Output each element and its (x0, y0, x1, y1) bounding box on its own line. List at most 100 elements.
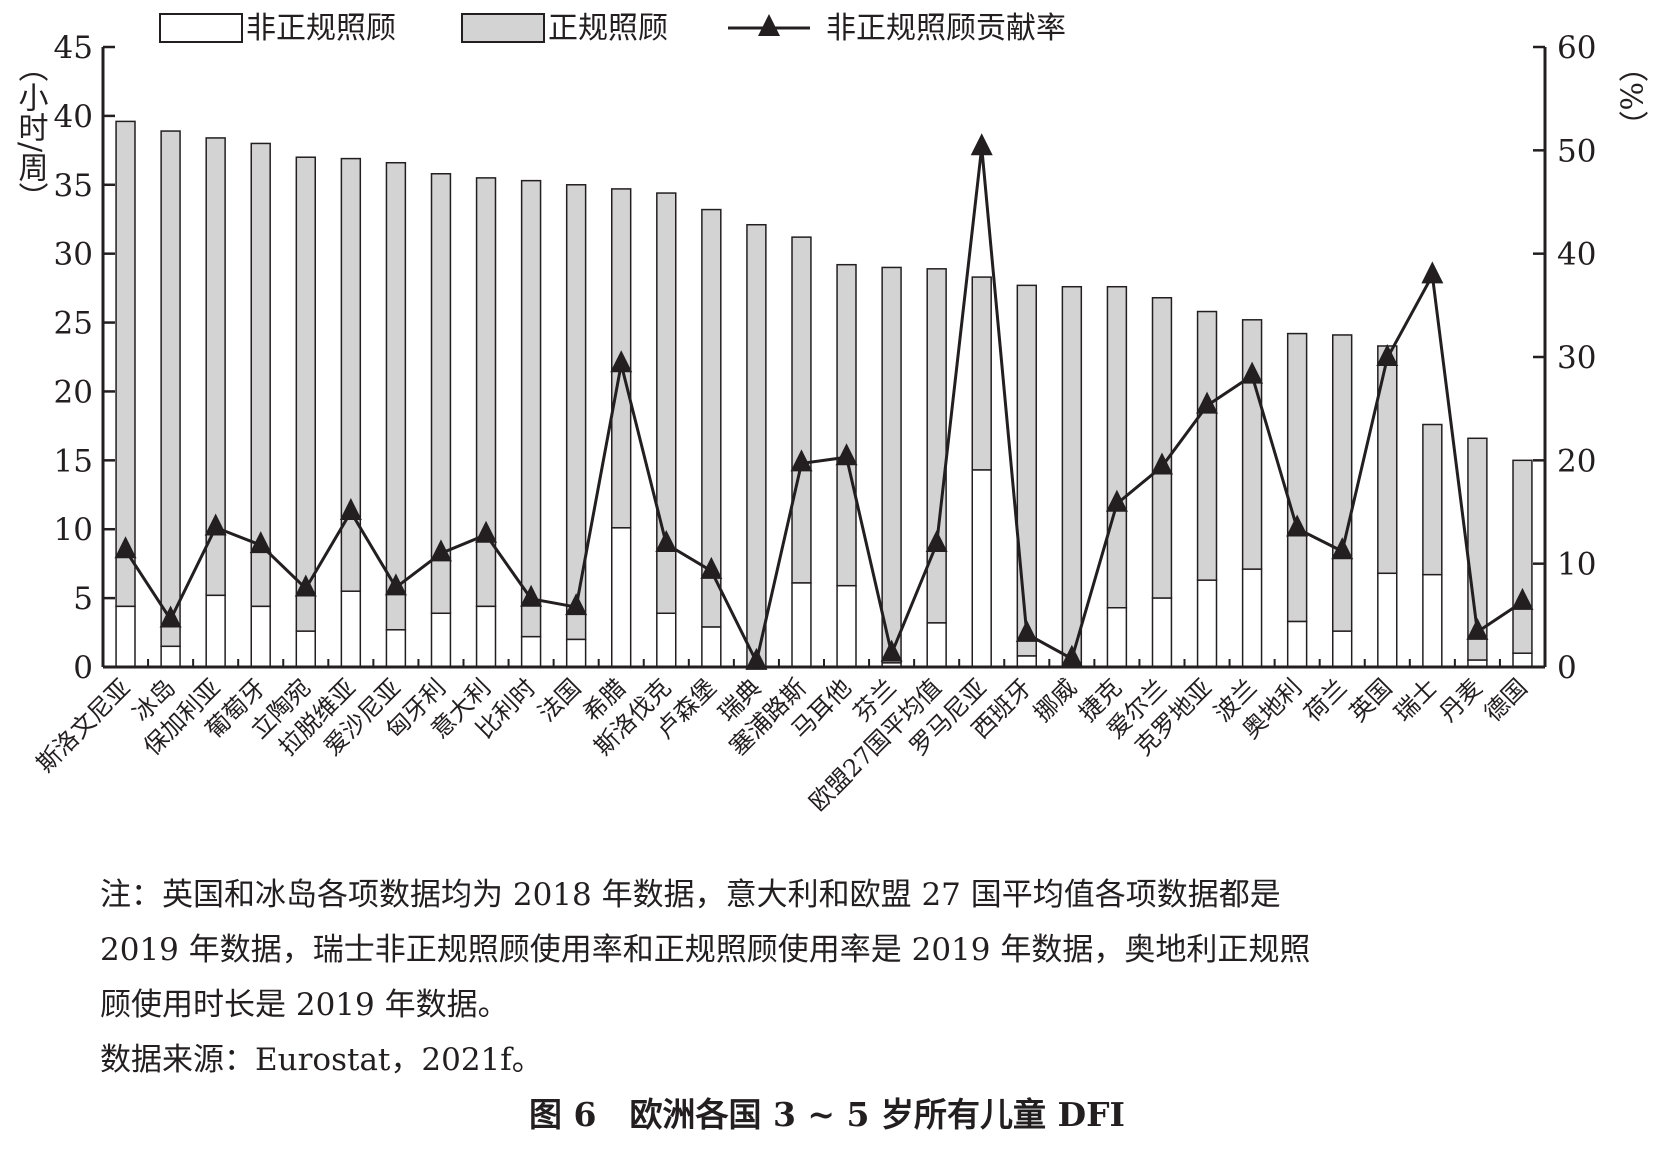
contribution-rate-marker (1196, 391, 1219, 414)
bar-formal-care (340, 157, 362, 592)
bar-informal-care (1422, 573, 1443, 668)
right-y-tick-label: 40 (1557, 237, 1596, 273)
contribution-rate-marker (745, 647, 768, 670)
contribution-rate-marker (159, 605, 182, 628)
bar-informal-care (791, 582, 812, 668)
left-y-tick-label: 45 (54, 30, 93, 66)
contribution-rate-marker (114, 536, 137, 559)
contribution-rate-marker (520, 584, 543, 607)
x-tick-label: 德国 (1479, 673, 1533, 727)
contribution-rate-marker (970, 133, 993, 156)
contribution-rate-marker (1150, 452, 1173, 475)
bar-formal-care (746, 223, 767, 668)
left-y-tick-label: 20 (54, 374, 93, 410)
left-y-tick-label: 30 (54, 237, 93, 273)
right-y-tick-label: 50 (1557, 133, 1596, 169)
bar-informal-care (1151, 597, 1173, 668)
figure-title: 图 6 欧洲各国 3 ~ 5 岁所有儿童 DFI (529, 1095, 1125, 1134)
x-tick-label: 荷兰 (1299, 673, 1353, 727)
contribution-rate-marker (880, 639, 903, 662)
contribution-rate-marker (1241, 361, 1264, 384)
legend-label-informal: 非正规照顾 (246, 11, 396, 46)
contribution-rate-line (124, 147, 1524, 667)
bar-informal-care (1106, 607, 1128, 668)
bar-formal-care (385, 161, 407, 631)
x-tick-label: 英国 (1344, 673, 1398, 727)
bar-informal-care (565, 638, 587, 668)
bar-informal-care (926, 622, 947, 668)
contribution-rate-marker (835, 443, 858, 466)
bar-informal-care (340, 590, 362, 668)
contribution-rate-marker (249, 531, 272, 554)
left-y-tick-label: 25 (54, 306, 93, 342)
left-y-tick-label: 35 (54, 168, 93, 204)
right-y-tick-label: 0 (1557, 650, 1577, 686)
left-y-tick-label: 40 (54, 99, 93, 135)
bar-formal-care (1286, 332, 1308, 623)
bar-informal-care (1241, 568, 1263, 668)
source-line: 数据来源：Eurostat，2021f。 (100, 1042, 543, 1078)
legend-swatch-informal (159, 13, 243, 43)
bar-informal-care (160, 645, 181, 668)
bar-informal-care (1332, 630, 1353, 668)
bar-informal-care (250, 605, 271, 668)
legend-marker-rate (758, 14, 780, 36)
x-tick-label: 瑞士 (1389, 673, 1443, 727)
contribution-rate-marker (790, 449, 813, 472)
bar-formal-care (791, 236, 812, 584)
x-tick-label: 法国 (533, 673, 587, 727)
bar-informal-care (1016, 655, 1037, 668)
bar-formal-care (881, 266, 902, 664)
left-y-tick-label: 0 (73, 650, 93, 686)
contribution-rate-marker (1331, 537, 1354, 560)
contribution-rate-marker (655, 530, 678, 553)
contribution-rate-marker (1286, 514, 1309, 537)
bar-formal-care (1422, 423, 1443, 576)
bar-informal-care (656, 612, 677, 668)
note-line-2: 2019 年数据，瑞士非正规照顾使用率和正规照顾使用率是 2019 年数据，奥地… (100, 932, 1311, 968)
contribution-rate-marker (1376, 344, 1399, 367)
bar-formal-care (971, 276, 992, 471)
bar-formal-care (1196, 310, 1218, 581)
contribution-rate-marker (204, 513, 227, 536)
contribution-rate-marker (384, 573, 407, 596)
bar-formal-care (1061, 285, 1083, 668)
right-y-tick-label: 10 (1557, 547, 1596, 583)
x-tick-label: 斯洛文尼亚 (31, 673, 136, 778)
combo-chart: 斯洛文尼亚冰岛保加利亚葡萄牙立陶宛拉脱维亚爱沙尼亚匈牙利意大利比利时法国希腊斯洛… (13, 11, 1649, 817)
bar-formal-care (1106, 285, 1128, 609)
bar-informal-care (1377, 572, 1398, 668)
bar-formal-care (520, 179, 542, 638)
bar-formal-care (1332, 334, 1353, 632)
contribution-rate-marker (429, 539, 452, 562)
contribution-rate-marker (1015, 619, 1038, 642)
note-line-1: 注：英国和冰岛各项数据均为 2018 年数据，意大利和欧盟 27 国平均值各项数… (100, 877, 1281, 913)
contribution-rate-marker (565, 593, 588, 616)
contribution-rate-marker (475, 520, 498, 543)
legend-label-formal: 正规照顾 (548, 11, 668, 46)
bar-informal-care (295, 630, 316, 668)
bar-informal-care (205, 594, 226, 668)
contribution-rate-marker (700, 556, 723, 579)
bar-informal-care (385, 629, 407, 668)
bar-formal-care (1016, 284, 1037, 657)
bar-informal-care (611, 527, 632, 668)
x-tick-label: 挪威 (1028, 673, 1082, 727)
right-y-tick-label: 30 (1557, 340, 1596, 376)
bar-informal-care (1286, 620, 1308, 668)
bar-informal-care (475, 605, 497, 668)
bar-informal-care (971, 469, 992, 668)
right-axis-label: （%） (1613, 52, 1649, 141)
bar-informal-care (430, 612, 452, 668)
legend-label-rate: 非正规照顾贡献率 (826, 11, 1066, 46)
x-tick-label: 丹麦 (1434, 673, 1488, 727)
bar-formal-care (115, 120, 136, 608)
left-y-tick-label: 10 (54, 512, 93, 548)
bar-formal-care (1241, 319, 1263, 570)
contribution-rate-marker (610, 350, 633, 373)
bar-formal-care (1151, 297, 1173, 599)
contribution-rate-marker (1511, 587, 1534, 610)
contribution-rate-marker (925, 530, 948, 553)
contribution-rate-marker (1421, 261, 1444, 284)
contribution-rate-marker (339, 498, 362, 520)
